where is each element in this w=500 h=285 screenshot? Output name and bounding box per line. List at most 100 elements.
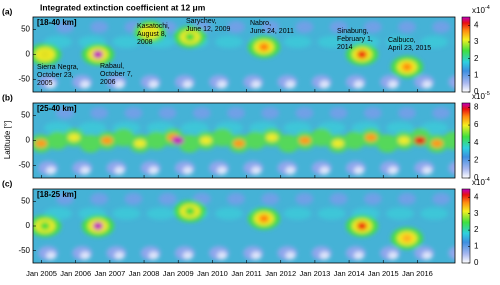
y-tick-label: -50 [18, 161, 30, 170]
north-patch [329, 21, 348, 33]
x-tick-label: Jan 2011 [231, 269, 261, 278]
x-tick-label: Jan 2012 [265, 269, 296, 278]
north-patch [56, 192, 74, 205]
mid-band [112, 207, 141, 220]
equator-core [365, 133, 377, 142]
north-patch [329, 192, 348, 205]
north-patch [227, 21, 245, 33]
layer-label: [18-40 km] [37, 18, 77, 27]
annotation: August 8, [137, 31, 167, 38]
south-patch [422, 166, 433, 175]
equator-core [332, 139, 344, 148]
x-tick-label: Jan 2008 [129, 269, 160, 278]
colorbar-tick-label: 4 [474, 192, 479, 201]
annotation: 2014 [337, 44, 353, 51]
mid-band [215, 36, 243, 48]
colorbar-tick-label: 3 [474, 209, 479, 218]
y-tick-label: 0 [26, 221, 31, 230]
plume [259, 43, 269, 51]
south-patch [251, 166, 262, 175]
mid-band [78, 122, 107, 134]
y-axis-label: Latitude [°] [3, 121, 12, 159]
south-patch [148, 166, 159, 175]
mid-band [386, 207, 414, 220]
equator-band [145, 131, 168, 150]
south-patch [80, 80, 91, 89]
x-tick-label: Jan 2006 [60, 269, 91, 278]
north-patch [158, 192, 177, 205]
south-patch [388, 166, 398, 175]
colorbar [461, 16, 471, 93]
mid-band [386, 36, 414, 48]
south-patch [353, 166, 364, 175]
colorbar-tick-label: 3 [474, 37, 479, 46]
y-tick-label: 50 [21, 25, 30, 34]
south-patch [448, 161, 455, 175]
north-patch [90, 21, 109, 33]
south-patch [388, 251, 398, 260]
panel-label: (a) [2, 6, 13, 16]
north-patch [261, 21, 280, 33]
equator-core [134, 139, 146, 148]
plume [185, 33, 195, 41]
equator-core [398, 136, 410, 145]
colorbar-multiplier: x10-4 [472, 177, 490, 187]
south-patch [217, 251, 227, 260]
equator-band [46, 131, 69, 150]
south-patch [388, 80, 398, 89]
north-patch [227, 192, 245, 205]
y-tick-label: 50 [21, 111, 30, 120]
layer-label: [25-40 km] [37, 104, 77, 113]
south-patch [285, 166, 296, 175]
annotation: Kasatochi, [137, 23, 170, 30]
annotation: 2006 [100, 79, 116, 86]
north-patch [124, 192, 143, 205]
plume [402, 234, 412, 243]
layer-label: [18-25 km] [37, 190, 77, 199]
north-patch [158, 107, 177, 119]
south-patch [114, 80, 125, 89]
plume [259, 214, 269, 223]
north-patch [363, 192, 382, 205]
equator-core [35, 139, 47, 148]
panel-label: (b) [2, 92, 13, 102]
south-patch [182, 80, 193, 89]
south-patch [182, 251, 193, 260]
equator-core [414, 136, 426, 145]
colorbar-tick-label: 4 [474, 138, 479, 147]
annotation: 2008 [137, 39, 153, 46]
south-patch [114, 251, 125, 260]
mid-band [386, 122, 414, 134]
annotation: Calbuco, [388, 37, 416, 44]
south-patch [46, 80, 56, 89]
equator-core [431, 139, 443, 148]
annotation: October 23, [37, 72, 74, 79]
north-patch [398, 192, 416, 205]
south-patch [319, 80, 330, 89]
equator-band [244, 131, 267, 150]
north-patch [295, 21, 314, 33]
south-patch [319, 166, 330, 175]
annotation: Rabaul, [100, 63, 124, 70]
plume [145, 28, 155, 36]
north-patch [329, 107, 348, 119]
annotation: February 1, [337, 36, 373, 43]
y-tick-label: 50 [21, 196, 30, 205]
y-tick-label: -50 [18, 246, 30, 255]
north-patch [90, 192, 109, 205]
plume [93, 222, 103, 230]
plume [357, 222, 367, 230]
y-tick-label: 0 [26, 136, 31, 145]
north-patch [124, 107, 143, 119]
mid-band [146, 207, 175, 220]
panel-label: (c) [2, 178, 13, 188]
colorbar-tick-label: 2 [474, 54, 479, 63]
plume [402, 63, 412, 71]
mid-band [112, 36, 141, 48]
x-tick-label: Jan 2015 [368, 269, 399, 278]
equator-band [112, 128, 135, 147]
north-patch [192, 107, 211, 119]
annotation: June 12, 2009 [186, 26, 230, 33]
north-patch [56, 107, 74, 119]
mid-band [44, 122, 72, 134]
